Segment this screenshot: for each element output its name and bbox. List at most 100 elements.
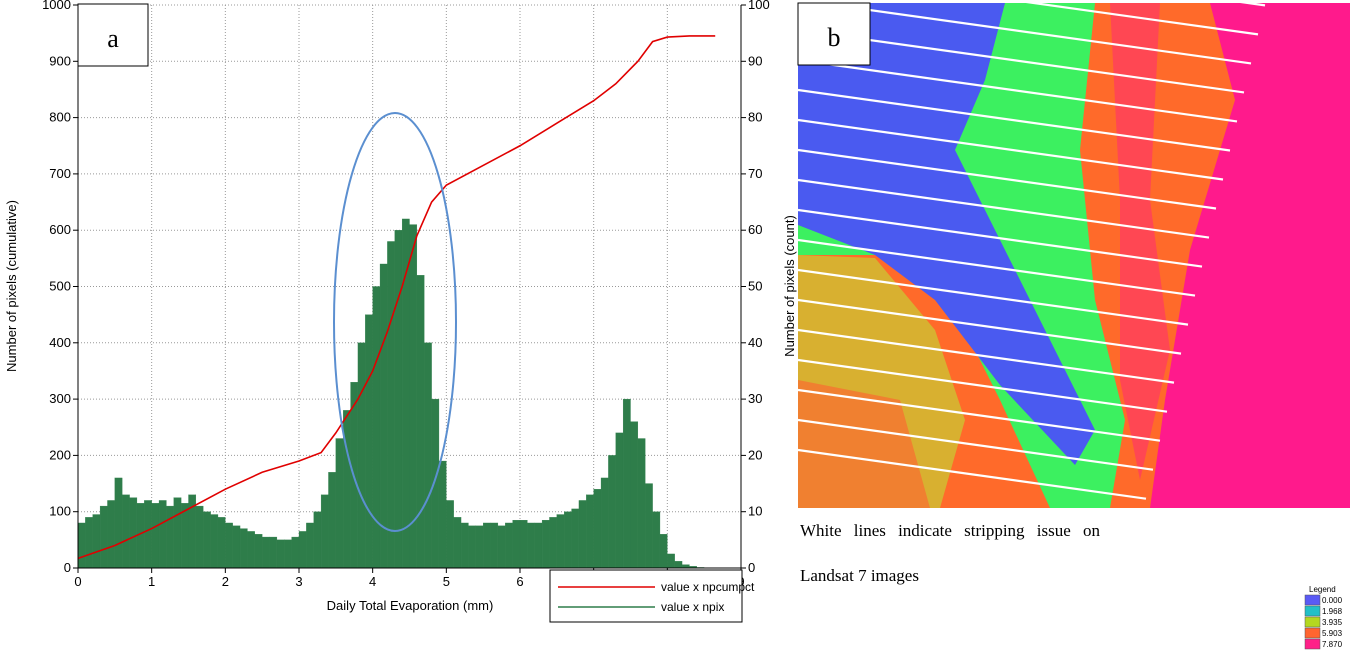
histogram-bar — [173, 497, 182, 569]
histogram-bar — [659, 534, 668, 569]
histogram-bar — [460, 522, 469, 569]
histogram-bar — [372, 286, 381, 569]
histogram-bar — [129, 497, 138, 569]
histogram-bar — [291, 536, 300, 569]
line — [77, 35, 716, 560]
y-tick-label: 0 — [64, 560, 71, 575]
histogram-bar — [630, 421, 639, 569]
histogram-bar — [578, 500, 587, 569]
histogram-bar — [512, 519, 521, 569]
histogram-bar — [107, 500, 115, 569]
map-legend-label: 5.903 — [1322, 629, 1343, 638]
histogram-bar — [269, 536, 278, 569]
histogram-bar — [637, 438, 646, 569]
histogram-bar — [446, 500, 454, 569]
histogram-bar — [254, 534, 263, 569]
y-tick-label: 800 — [49, 110, 71, 125]
map-legend-label: 0.000 — [1322, 596, 1343, 605]
map-legend-label: 3.935 — [1322, 618, 1343, 627]
stripe-line — [798, 328, 1175, 384]
histogram-bar — [652, 511, 661, 569]
x-tick-label: 1 — [148, 574, 155, 589]
stripe-line — [798, 28, 1245, 94]
y-tick-label: 300 — [49, 391, 71, 406]
histogram-bar — [284, 539, 292, 569]
histogram-bar — [608, 455, 616, 569]
map-image — [798, 3, 1350, 508]
histogram-bar — [438, 460, 447, 569]
histogram-bar — [144, 500, 152, 569]
histogram-bar — [667, 553, 675, 569]
histogram-bar — [593, 489, 602, 569]
y2-tick-label: 80 — [748, 110, 762, 125]
histogram-bar — [217, 517, 226, 569]
y-axis-title: Number of pixels (cumulative) — [4, 200, 19, 372]
map-legend-swatch — [1304, 638, 1321, 650]
histogram-bar — [519, 519, 528, 569]
map-legend-title: Legend — [1309, 585, 1336, 594]
stripe-line — [798, 358, 1168, 413]
y2-tick-label: 20 — [748, 447, 762, 462]
histogram-bar — [424, 342, 432, 569]
histogram-bar — [645, 483, 653, 569]
map-caption: White lines indicate stripping issue on … — [800, 521, 1100, 585]
histogram-bar — [158, 500, 167, 569]
panel-label-box — [797, 2, 871, 66]
histogram-bar — [505, 522, 513, 569]
histogram-bar — [210, 514, 219, 569]
stripe-line — [798, 148, 1217, 210]
y2-tick-label: 30 — [748, 391, 762, 406]
stripe-line — [798, 208, 1203, 268]
histogram-bar — [534, 522, 543, 569]
histogram-bar — [379, 263, 388, 569]
histogram-bar — [527, 522, 535, 569]
histogram-bar — [409, 224, 418, 569]
stripe-line — [798, 298, 1182, 355]
x-tick-label: 6 — [516, 574, 523, 589]
histogram-bar — [276, 539, 285, 569]
stripe-line — [798, 448, 1147, 500]
panel-label: b — [828, 23, 841, 52]
y2-tick-label: 70 — [748, 166, 762, 181]
histogram-bar — [335, 438, 344, 569]
histogram-bar — [387, 241, 395, 569]
y2-tick-label: 100 — [748, 0, 770, 12]
stripe-line — [798, 268, 1189, 326]
y2-tick-label: 10 — [748, 504, 762, 519]
histogram-bar — [122, 494, 130, 569]
histogram-bar — [365, 314, 373, 569]
histogram-bar — [475, 525, 484, 569]
histogram-bar — [674, 561, 683, 569]
stripe-line — [798, 58, 1238, 123]
map-legend-swatch — [1304, 616, 1321, 628]
stripe-line — [811, 3, 1252, 65]
x-tick-label: 3 — [295, 574, 302, 589]
y2-axis-title: Number of pixels (count) — [782, 215, 797, 357]
histogram-bar — [622, 398, 631, 569]
histogram-bar — [166, 505, 174, 569]
stripe-line — [798, 178, 1210, 239]
histogram-bar — [151, 503, 160, 569]
histogram-bar — [490, 522, 499, 569]
histogram-bar — [262, 536, 270, 569]
highlight-ellipse — [333, 112, 457, 532]
histogram-bar — [313, 511, 322, 569]
histogram-bar — [114, 477, 123, 569]
histogram-bar — [600, 477, 609, 569]
y-tick-label: 600 — [49, 222, 71, 237]
histogram-bar — [239, 528, 248, 569]
histogram-bar — [92, 514, 101, 569]
y2-tick-label: 60 — [748, 222, 762, 237]
y-tick-label: 700 — [49, 166, 71, 181]
histogram-bar — [328, 472, 336, 569]
map-legend-swatch — [1304, 594, 1321, 606]
panel-label-box — [77, 3, 149, 67]
histogram-bar — [453, 517, 462, 569]
plot: 0100200300400500600700800900100001020304… — [42, 0, 770, 589]
histogram-bar — [615, 432, 624, 569]
x-tick-label: 4 — [369, 574, 376, 589]
y2-tick-label: 50 — [748, 279, 762, 294]
histogram-bar — [232, 525, 241, 569]
